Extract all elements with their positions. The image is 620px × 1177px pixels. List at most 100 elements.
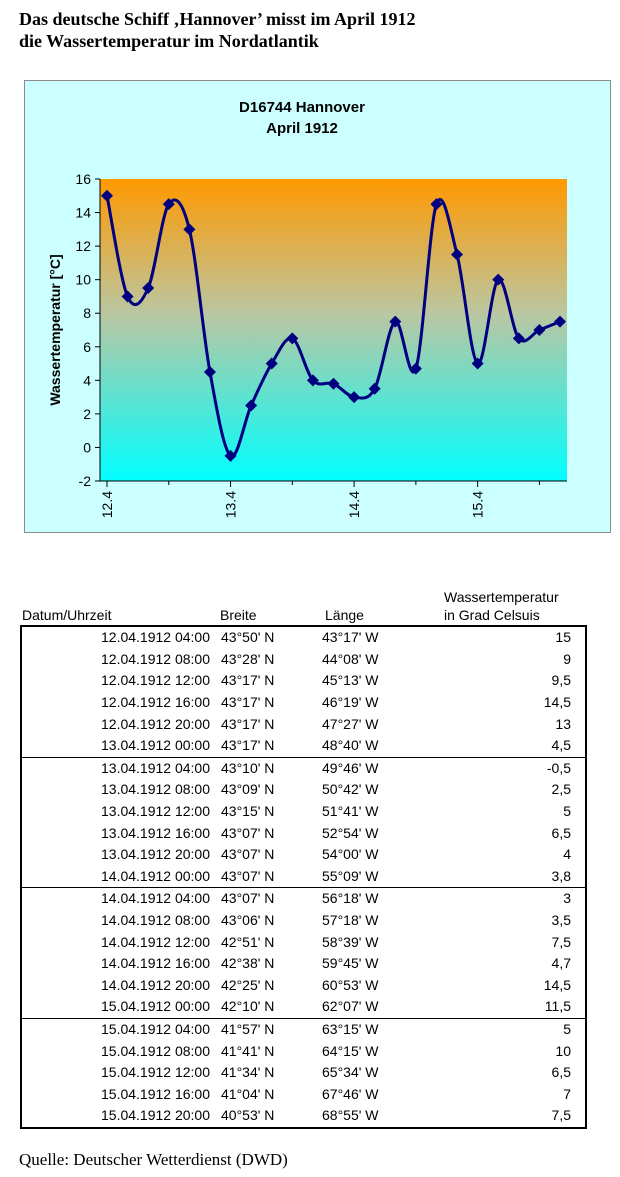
cell-temperature: 2,5 — [551, 781, 571, 798]
data-point-marker — [554, 315, 566, 328]
cell-temperature: 9 — [563, 650, 571, 667]
cell-latitude: 41°41' N — [221, 1042, 275, 1059]
table-row: 14.04.1912 16:00 42°38' N 59°45' W 4,7 — [21, 953, 586, 975]
table-row: 12.04.1912 12:00 43°17' N 45°13' W 9,5 — [21, 670, 586, 692]
y-tick-label: 0 — [83, 439, 91, 455]
data-point-marker — [471, 357, 484, 370]
data-point-marker — [121, 290, 134, 303]
chart-subtitle: April 1912 — [266, 120, 338, 137]
chart-title: D16744 Hannover — [239, 99, 365, 116]
cell-temperature: 14,5 — [543, 976, 571, 993]
cell-longitude: 67°46' W — [322, 1085, 379, 1102]
cell-temperature: 7,5 — [551, 1107, 571, 1124]
y-tick-label: 12 — [75, 238, 91, 254]
table-row: 12.04.1912 16:00 43°17' N 46°19' W 14,5 — [21, 692, 586, 714]
cell-latitude: 42°38' N — [221, 955, 275, 972]
cell-datetime: 13.04.1912 16:00 — [101, 824, 210, 841]
cell-datetime: 15.04.1912 16:00 — [101, 1085, 210, 1102]
data-point-marker — [348, 391, 361, 404]
cell-temperature: 3,5 — [551, 912, 571, 929]
table-row: 13.04.1912 20:00 43°07' N 54°00' W 4 — [21, 844, 586, 866]
data-point-marker — [389, 315, 402, 328]
cell-datetime: 15.04.1912 08:00 — [101, 1042, 210, 1059]
cell-datetime: 15.04.1912 12:00 — [101, 1064, 210, 1081]
cell-datetime: 13.04.1912 08:00 — [101, 781, 210, 798]
data-point-marker — [286, 332, 299, 345]
data-point-marker — [224, 449, 237, 462]
cell-datetime: 14.04.1912 00:00 — [101, 867, 210, 884]
y-tick-label: 8 — [83, 305, 91, 321]
cell-longitude: 55°09' W — [322, 867, 379, 884]
cell-latitude: 41°04' N — [221, 1085, 275, 1102]
table-row: 12.04.1912 08:00 43°28' N 44°08' W 9 — [21, 649, 586, 671]
header-temperature-line-1: Wassertemperatur — [444, 589, 559, 605]
data-point-marker — [451, 248, 464, 261]
x-tick-label: 12.4 — [99, 491, 115, 518]
cell-datetime: 14.04.1912 12:00 — [101, 933, 210, 950]
y-tick-label: 10 — [75, 272, 91, 288]
cell-latitude: 43°28' N — [221, 650, 275, 667]
data-point-marker — [306, 374, 319, 387]
cell-datetime: 14.04.1912 04:00 — [21, 887, 221, 910]
header-longitude: Länge — [325, 607, 364, 623]
cell-longitude: 47°27' W — [322, 715, 379, 732]
cell-temperature: 4,5 — [551, 737, 571, 754]
data-point-marker — [265, 357, 278, 370]
data-point-marker — [162, 198, 175, 211]
y-tick-label: 14 — [75, 205, 91, 221]
cell-datetime: 15.04.1912 00:00 — [101, 998, 210, 1015]
cell-temperature: 5 — [563, 803, 571, 820]
data-table: 12.04.1912 04:00 43°50' N 43°17' W 15 12.04.… — [20, 625, 587, 1129]
table-row: 14.04.1912 12:00 42°51' N 58°39' W 7,5 — [21, 931, 586, 953]
cell-latitude: 43°17' N — [221, 715, 275, 732]
cell-latitude: 43°50' N — [221, 629, 275, 646]
cell-temperature: 11,5 — [544, 998, 571, 1015]
data-point-marker — [409, 362, 422, 375]
cell-temperature: 7,5 — [551, 933, 571, 950]
cell-longitude: 54°00' W — [322, 846, 379, 863]
cell-temperature: 10 — [555, 1042, 571, 1059]
cell-longitude: 63°15' W — [322, 1017, 448, 1041]
cell-temperature: 13 — [555, 715, 571, 732]
cell-temperature: 6,5 — [551, 1064, 571, 1081]
table-row: 15.04.1912 08:00 41°41' N 64°15' W 10 — [21, 1040, 586, 1062]
cell-latitude: 41°57' N — [221, 1017, 322, 1041]
header-datetime: Datum/Uhrzeit — [22, 607, 112, 623]
cell-latitude: 42°25' N — [221, 976, 275, 993]
data-point-marker — [327, 377, 340, 390]
document-title-line-1: Das deutsche Schiff ‚Hannover’ misst im … — [19, 9, 416, 29]
cell-latitude: 43°06' N — [221, 912, 275, 929]
cell-datetime: 12.04.1912 20:00 — [101, 715, 210, 732]
data-point-marker — [512, 332, 525, 345]
cell-longitude: 58°39' W — [322, 933, 379, 950]
cell-latitude: 43°10' N — [221, 756, 322, 780]
cell-temperature: 3 — [448, 887, 586, 910]
cell-latitude: 43°15' N — [221, 803, 275, 820]
cell-longitude: 52°54' W — [322, 824, 379, 841]
cell-datetime: 13.04.1912 20:00 — [101, 846, 210, 863]
cell-longitude: 46°19' W — [322, 694, 379, 711]
source-note: Quelle: Deutscher Wetterdienst (DWD) — [19, 1150, 288, 1169]
cell-latitude: 43°09' N — [221, 781, 275, 798]
cell-datetime: 14.04.1912 08:00 — [101, 912, 210, 929]
cell-longitude: 49°46' W — [322, 756, 448, 780]
plot-area — [100, 179, 567, 481]
document-title-line-2: die Wassertemperatur im Nordatlantik — [19, 31, 319, 51]
cell-temperature: 6,5 — [551, 824, 571, 841]
cell-latitude: 43°17' N — [221, 672, 275, 689]
cell-latitude: 43°07' N — [221, 824, 275, 841]
line-chart: D16744 Hannover April 1912 -2 0 2 4 6 8 10 12 14… — [47, 99, 567, 518]
table-row: 14.04.1912 08:00 43°06' N 57°18' W 3,5 — [21, 910, 586, 932]
y-tick-label: 4 — [83, 372, 91, 388]
y-tick-label: -2 — [79, 473, 92, 489]
table-row: 12.04.1912 04:00 43°50' N 43°17' W 15 — [21, 626, 586, 649]
data-point-marker — [245, 399, 258, 412]
data-point-marker — [430, 198, 443, 211]
table-row: 14.04.1912 20:00 42°25' N 60°53' W 14,5 — [21, 975, 586, 997]
cell-longitude: 62°07' W — [322, 998, 379, 1015]
cell-longitude: 64°15' W — [322, 1042, 379, 1059]
cell-latitude: 43°17' N — [221, 694, 275, 711]
chart-area: D16744 Hannover April 1912 -2 0 2 4 6 8 10 12 14… — [24, 80, 611, 533]
header-temperature-line-2: in Grad Celsuis — [444, 607, 540, 623]
y-axis-label: Wassertemperatur [°C] — [47, 254, 63, 405]
